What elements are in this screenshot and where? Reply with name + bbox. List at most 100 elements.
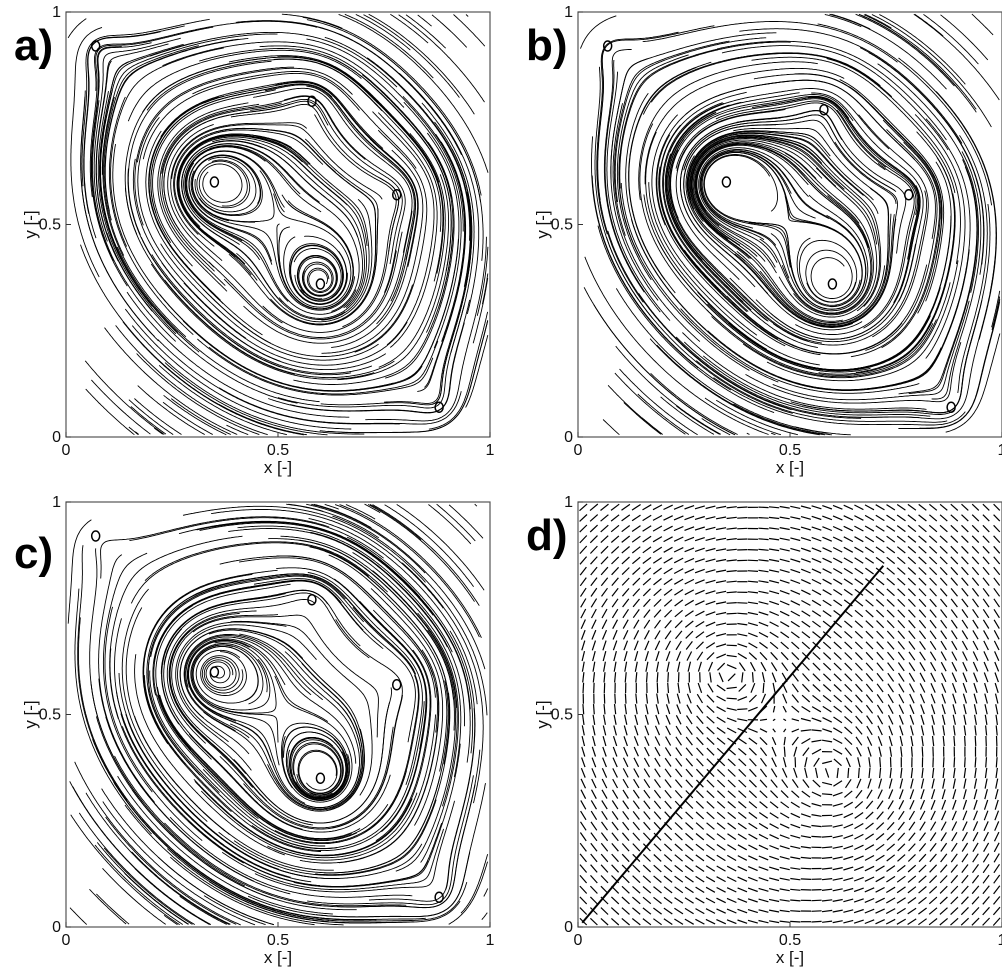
velocity-vector [695, 843, 705, 851]
velocity-vector [940, 598, 948, 608]
streamline [89, 26, 214, 198]
velocity-vector [622, 810, 630, 820]
velocity-vector [886, 854, 896, 862]
velocity-vector [790, 631, 800, 639]
velocity-vector [716, 790, 726, 799]
streamline [606, 71, 671, 321]
velocity-vector [822, 728, 833, 733]
velocity-vector [684, 886, 694, 894]
velocity-vector [963, 778, 967, 789]
velocity-vector [622, 619, 629, 629]
streamline [101, 788, 274, 926]
streamline [465, 334, 489, 408]
velocity-vector [885, 897, 896, 904]
velocity-vector [779, 505, 790, 509]
velocity-vector [582, 682, 585, 694]
velocity-vector [865, 609, 874, 618]
velocity-vector [811, 899, 822, 902]
streamline [93, 37, 181, 242]
velocity-vector [921, 746, 924, 757]
velocity-vector [623, 746, 629, 757]
velocity-vector [790, 834, 801, 839]
velocity-vector [715, 516, 727, 520]
vortex-core [315, 278, 326, 290]
velocity-vector [610, 503, 620, 511]
velocity-vector [822, 662, 832, 671]
velocity-vector [811, 748, 822, 755]
velocity-vector [747, 622, 758, 627]
velocity-vector [705, 590, 716, 595]
velocity-vector [685, 725, 693, 735]
streamline [811, 141, 898, 328]
streamline [127, 60, 272, 236]
velocity-vector [897, 651, 905, 661]
velocity-vector [769, 537, 780, 541]
velocity-vector [896, 535, 906, 543]
velocity-vector [611, 789, 619, 799]
velocity-vector [811, 729, 822, 732]
velocity-vector [695, 886, 705, 894]
velocity-vector [624, 672, 627, 683]
velocity-vector [715, 580, 727, 584]
streamline [134, 66, 295, 226]
velocity-vector [591, 619, 597, 630]
velocity-vector [843, 812, 854, 819]
velocity-vector [886, 556, 896, 565]
velocity-vector [694, 558, 705, 563]
velocity-vector [633, 746, 639, 757]
velocity-vector [877, 789, 883, 800]
velocity-vector [875, 897, 885, 904]
streamline [164, 822, 407, 907]
velocity-vector [579, 524, 588, 533]
streamline [384, 504, 474, 587]
velocity-vector [624, 661, 628, 672]
velocity-vector [833, 588, 843, 596]
velocity-vector [993, 896, 1001, 905]
velocity-vector [687, 661, 692, 672]
velocity-vector [875, 833, 885, 841]
velocity-vector [663, 599, 673, 607]
streamline [211, 509, 444, 609]
velocity-vector [779, 845, 790, 850]
streamline [648, 182, 820, 366]
velocity-vector [865, 662, 874, 671]
streamline [836, 109, 917, 329]
velocity-vector [791, 736, 799, 746]
streamline [81, 18, 210, 187]
streamline [105, 716, 291, 895]
velocity-vector [611, 917, 620, 926]
velocity-vector [971, 566, 980, 576]
streamline [660, 396, 715, 435]
streamline [691, 143, 843, 322]
velocity-vector [822, 578, 832, 585]
velocity-vector [940, 672, 947, 683]
velocity-vector [907, 864, 917, 873]
velocity-vector [811, 802, 822, 807]
x-axis-label: x [-] [264, 948, 292, 967]
velocity-vector [854, 620, 864, 629]
velocity-vector [886, 598, 895, 607]
velocity-vector [685, 768, 694, 778]
velocity-vector [663, 918, 673, 925]
streamline [715, 98, 918, 215]
velocity-vector [928, 556, 938, 565]
velocity-vector [811, 610, 822, 617]
velocity-vector [635, 672, 638, 683]
velocity-vector [769, 631, 779, 639]
velocity-vector [920, 789, 925, 800]
velocity-vector [758, 506, 769, 509]
velocity-vector [953, 735, 956, 747]
velocity-vector [656, 693, 659, 704]
velocity-vector [705, 547, 716, 552]
velocity-vector [971, 545, 980, 554]
velocity-vector [621, 875, 630, 884]
streamline-plot-a: 0 0.5 100.51x [-]y [-] [21, 4, 495, 477]
velocity-vector [875, 556, 885, 564]
velocity-vector [673, 578, 684, 585]
velocity-vector [941, 693, 946, 704]
velocity-vector [983, 799, 989, 810]
streamline [148, 120, 263, 336]
velocity-vector [822, 652, 832, 660]
streamline [685, 79, 916, 161]
